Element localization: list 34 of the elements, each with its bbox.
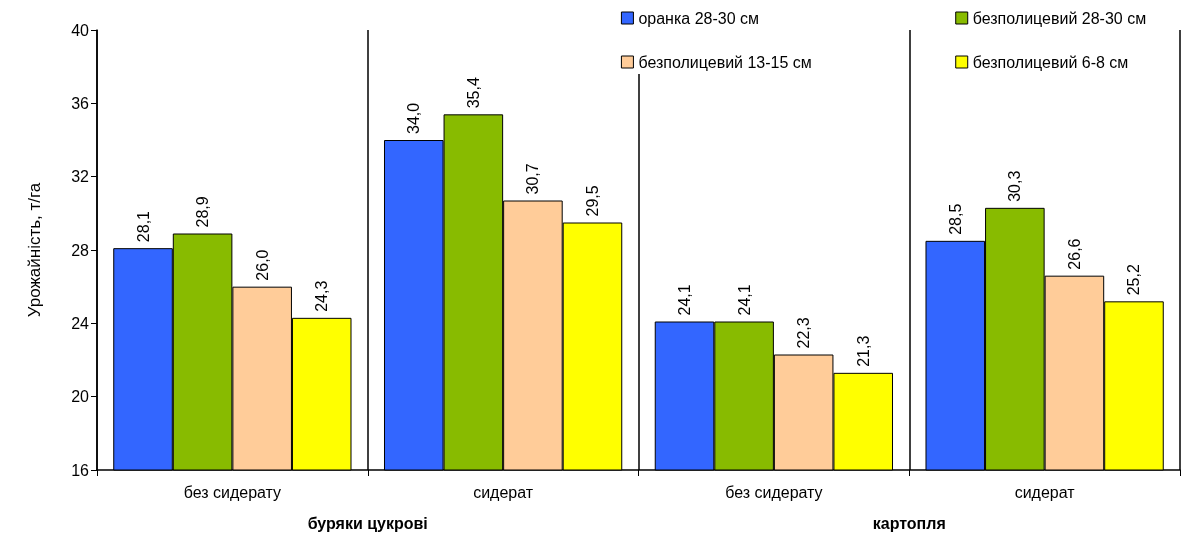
data-label: 24,1 bbox=[676, 284, 694, 316]
data-label: 25,2 bbox=[1125, 264, 1143, 296]
text: картопля bbox=[872, 514, 946, 532]
y-axis-title: Урожайність, т/га bbox=[25, 182, 44, 318]
data-label: 21,3 bbox=[854, 335, 872, 367]
data-label: 24,3 bbox=[313, 280, 331, 312]
legend-label: оранка 28-30 см bbox=[638, 9, 759, 27]
data-label: 29,5 bbox=[583, 185, 601, 217]
x-tick-label: без сидерату bbox=[725, 483, 823, 501]
data-label: 26,0 bbox=[253, 249, 271, 281]
y-tick-label: 20 bbox=[71, 388, 90, 406]
legend-label: безполицевий 28-30 см bbox=[972, 9, 1147, 27]
data-label: 28,1 bbox=[134, 210, 152, 243]
data-label: 26,6 bbox=[1065, 238, 1083, 270]
text: буряки цукрові bbox=[307, 514, 428, 532]
data-label: 24,1 bbox=[735, 284, 753, 316]
x-tick-label: сидерат bbox=[473, 483, 534, 501]
data-label: 34,0 bbox=[405, 102, 423, 134]
legend-label: безполицевий 13-15 см bbox=[638, 53, 812, 71]
data-label: 30,7 bbox=[524, 163, 542, 195]
data-label: 28,5 bbox=[946, 203, 964, 235]
data-label: 22,3 bbox=[795, 317, 813, 349]
x-tick-label: без сидерату bbox=[183, 483, 282, 501]
x-tick-label: сидерат bbox=[1014, 483, 1076, 501]
y-tick-label: 32 bbox=[71, 168, 90, 186]
y-tick-label: 16 bbox=[71, 461, 90, 479]
y-tick-label: 24 bbox=[71, 314, 90, 332]
y-tick-label: 40 bbox=[71, 21, 90, 39]
data-label: 35,4 bbox=[464, 77, 482, 109]
y-tick-label: 28 bbox=[71, 241, 90, 259]
legend-label: безполицевий 6-8 см bbox=[972, 53, 1129, 71]
data-label: 30,3 bbox=[1006, 170, 1024, 202]
data-label: 28,9 bbox=[194, 196, 212, 228]
y-tick-label: 36 bbox=[71, 94, 90, 112]
